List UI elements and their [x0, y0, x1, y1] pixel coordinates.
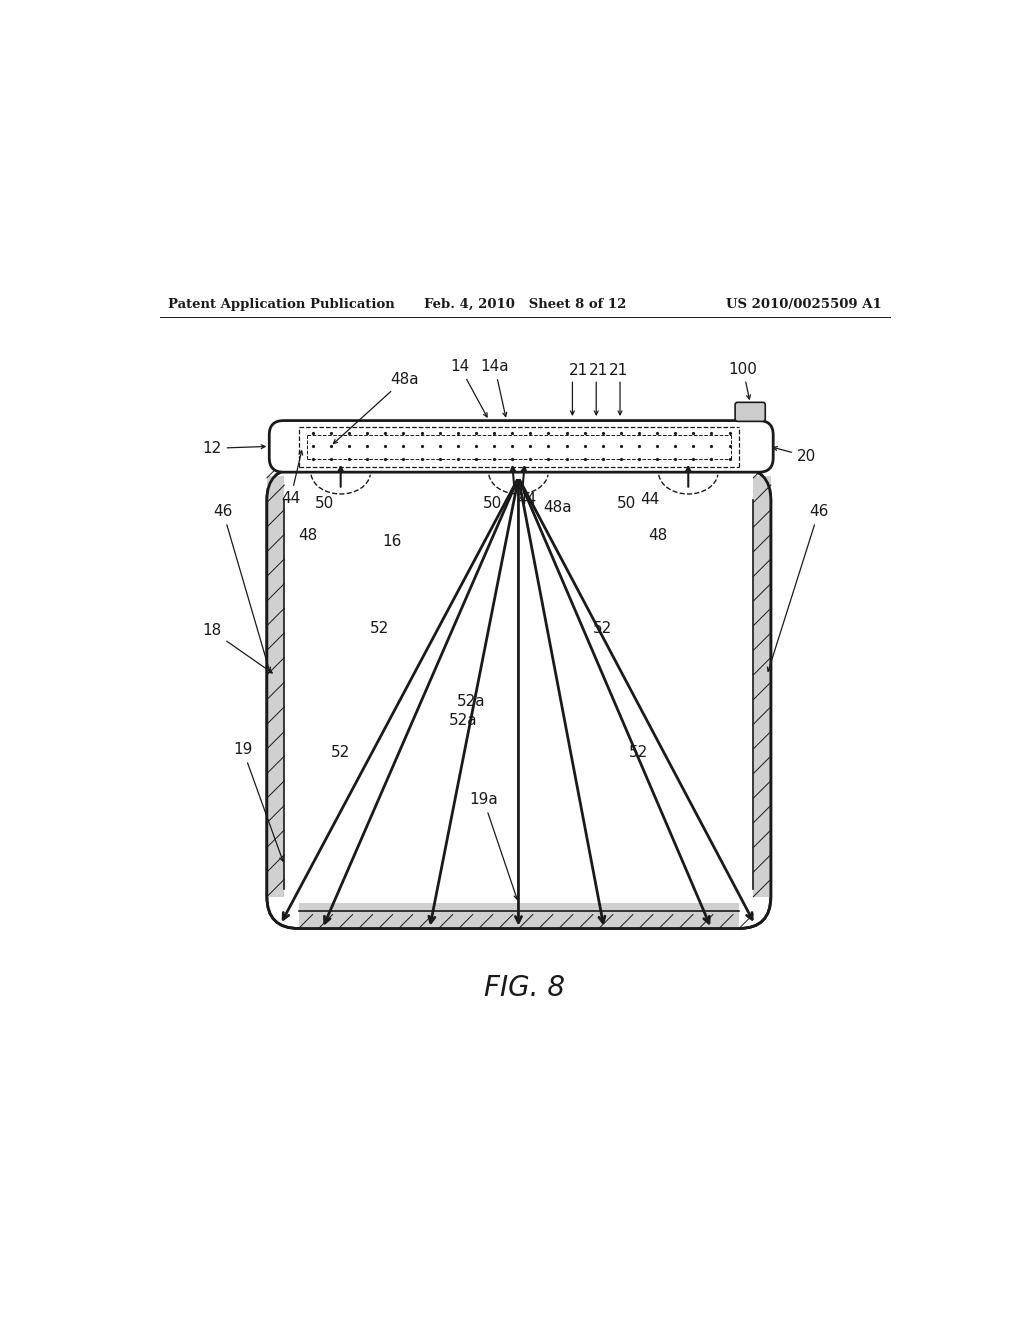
FancyBboxPatch shape — [269, 421, 773, 473]
Text: 19a: 19a — [469, 792, 518, 899]
Text: US 2010/0025509 A1: US 2010/0025509 A1 — [726, 298, 882, 312]
Text: 48a: 48a — [334, 372, 419, 444]
FancyBboxPatch shape — [299, 903, 739, 928]
Text: 20: 20 — [773, 446, 816, 463]
Text: 100: 100 — [729, 362, 758, 399]
Text: 52: 52 — [331, 744, 350, 760]
Text: 18: 18 — [203, 623, 272, 673]
Text: 48: 48 — [299, 528, 317, 543]
Text: 48a: 48a — [543, 500, 571, 515]
Text: 14: 14 — [451, 359, 487, 417]
Text: 50: 50 — [314, 495, 334, 511]
Text: 12: 12 — [203, 441, 265, 455]
FancyBboxPatch shape — [267, 469, 771, 928]
Text: 46: 46 — [213, 504, 270, 672]
Text: 44: 44 — [640, 492, 659, 507]
Text: Patent Application Publication: Patent Application Publication — [168, 298, 394, 312]
Text: 52a: 52a — [457, 694, 485, 709]
Text: 52: 52 — [370, 620, 389, 636]
Text: 21: 21 — [589, 363, 608, 378]
Text: 19: 19 — [233, 742, 284, 861]
FancyBboxPatch shape — [267, 477, 285, 896]
Text: 52: 52 — [629, 744, 648, 760]
Text: 16: 16 — [383, 533, 402, 549]
FancyBboxPatch shape — [754, 477, 771, 896]
Text: 52: 52 — [593, 620, 612, 636]
Text: FIG. 8: FIG. 8 — [484, 974, 565, 1002]
Text: Feb. 4, 2010   Sheet 8 of 12: Feb. 4, 2010 Sheet 8 of 12 — [424, 298, 626, 312]
FancyBboxPatch shape — [735, 403, 765, 421]
Text: 21: 21 — [609, 363, 628, 378]
Text: 50: 50 — [616, 495, 636, 511]
Text: 50: 50 — [482, 495, 502, 511]
Text: 52a: 52a — [449, 713, 477, 729]
Text: 14a: 14a — [480, 359, 509, 417]
Text: 44: 44 — [517, 492, 536, 507]
Text: 21: 21 — [569, 363, 589, 378]
Text: 48: 48 — [648, 528, 668, 543]
Text: 46: 46 — [767, 504, 828, 672]
Text: 44: 44 — [281, 451, 303, 506]
